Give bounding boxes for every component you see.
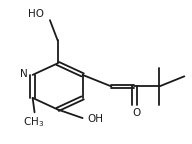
Text: OH: OH: [87, 114, 103, 124]
Text: O: O: [132, 108, 140, 118]
Text: CH$_3$: CH$_3$: [23, 115, 44, 129]
Text: HO: HO: [28, 9, 45, 19]
Text: N: N: [20, 69, 28, 79]
